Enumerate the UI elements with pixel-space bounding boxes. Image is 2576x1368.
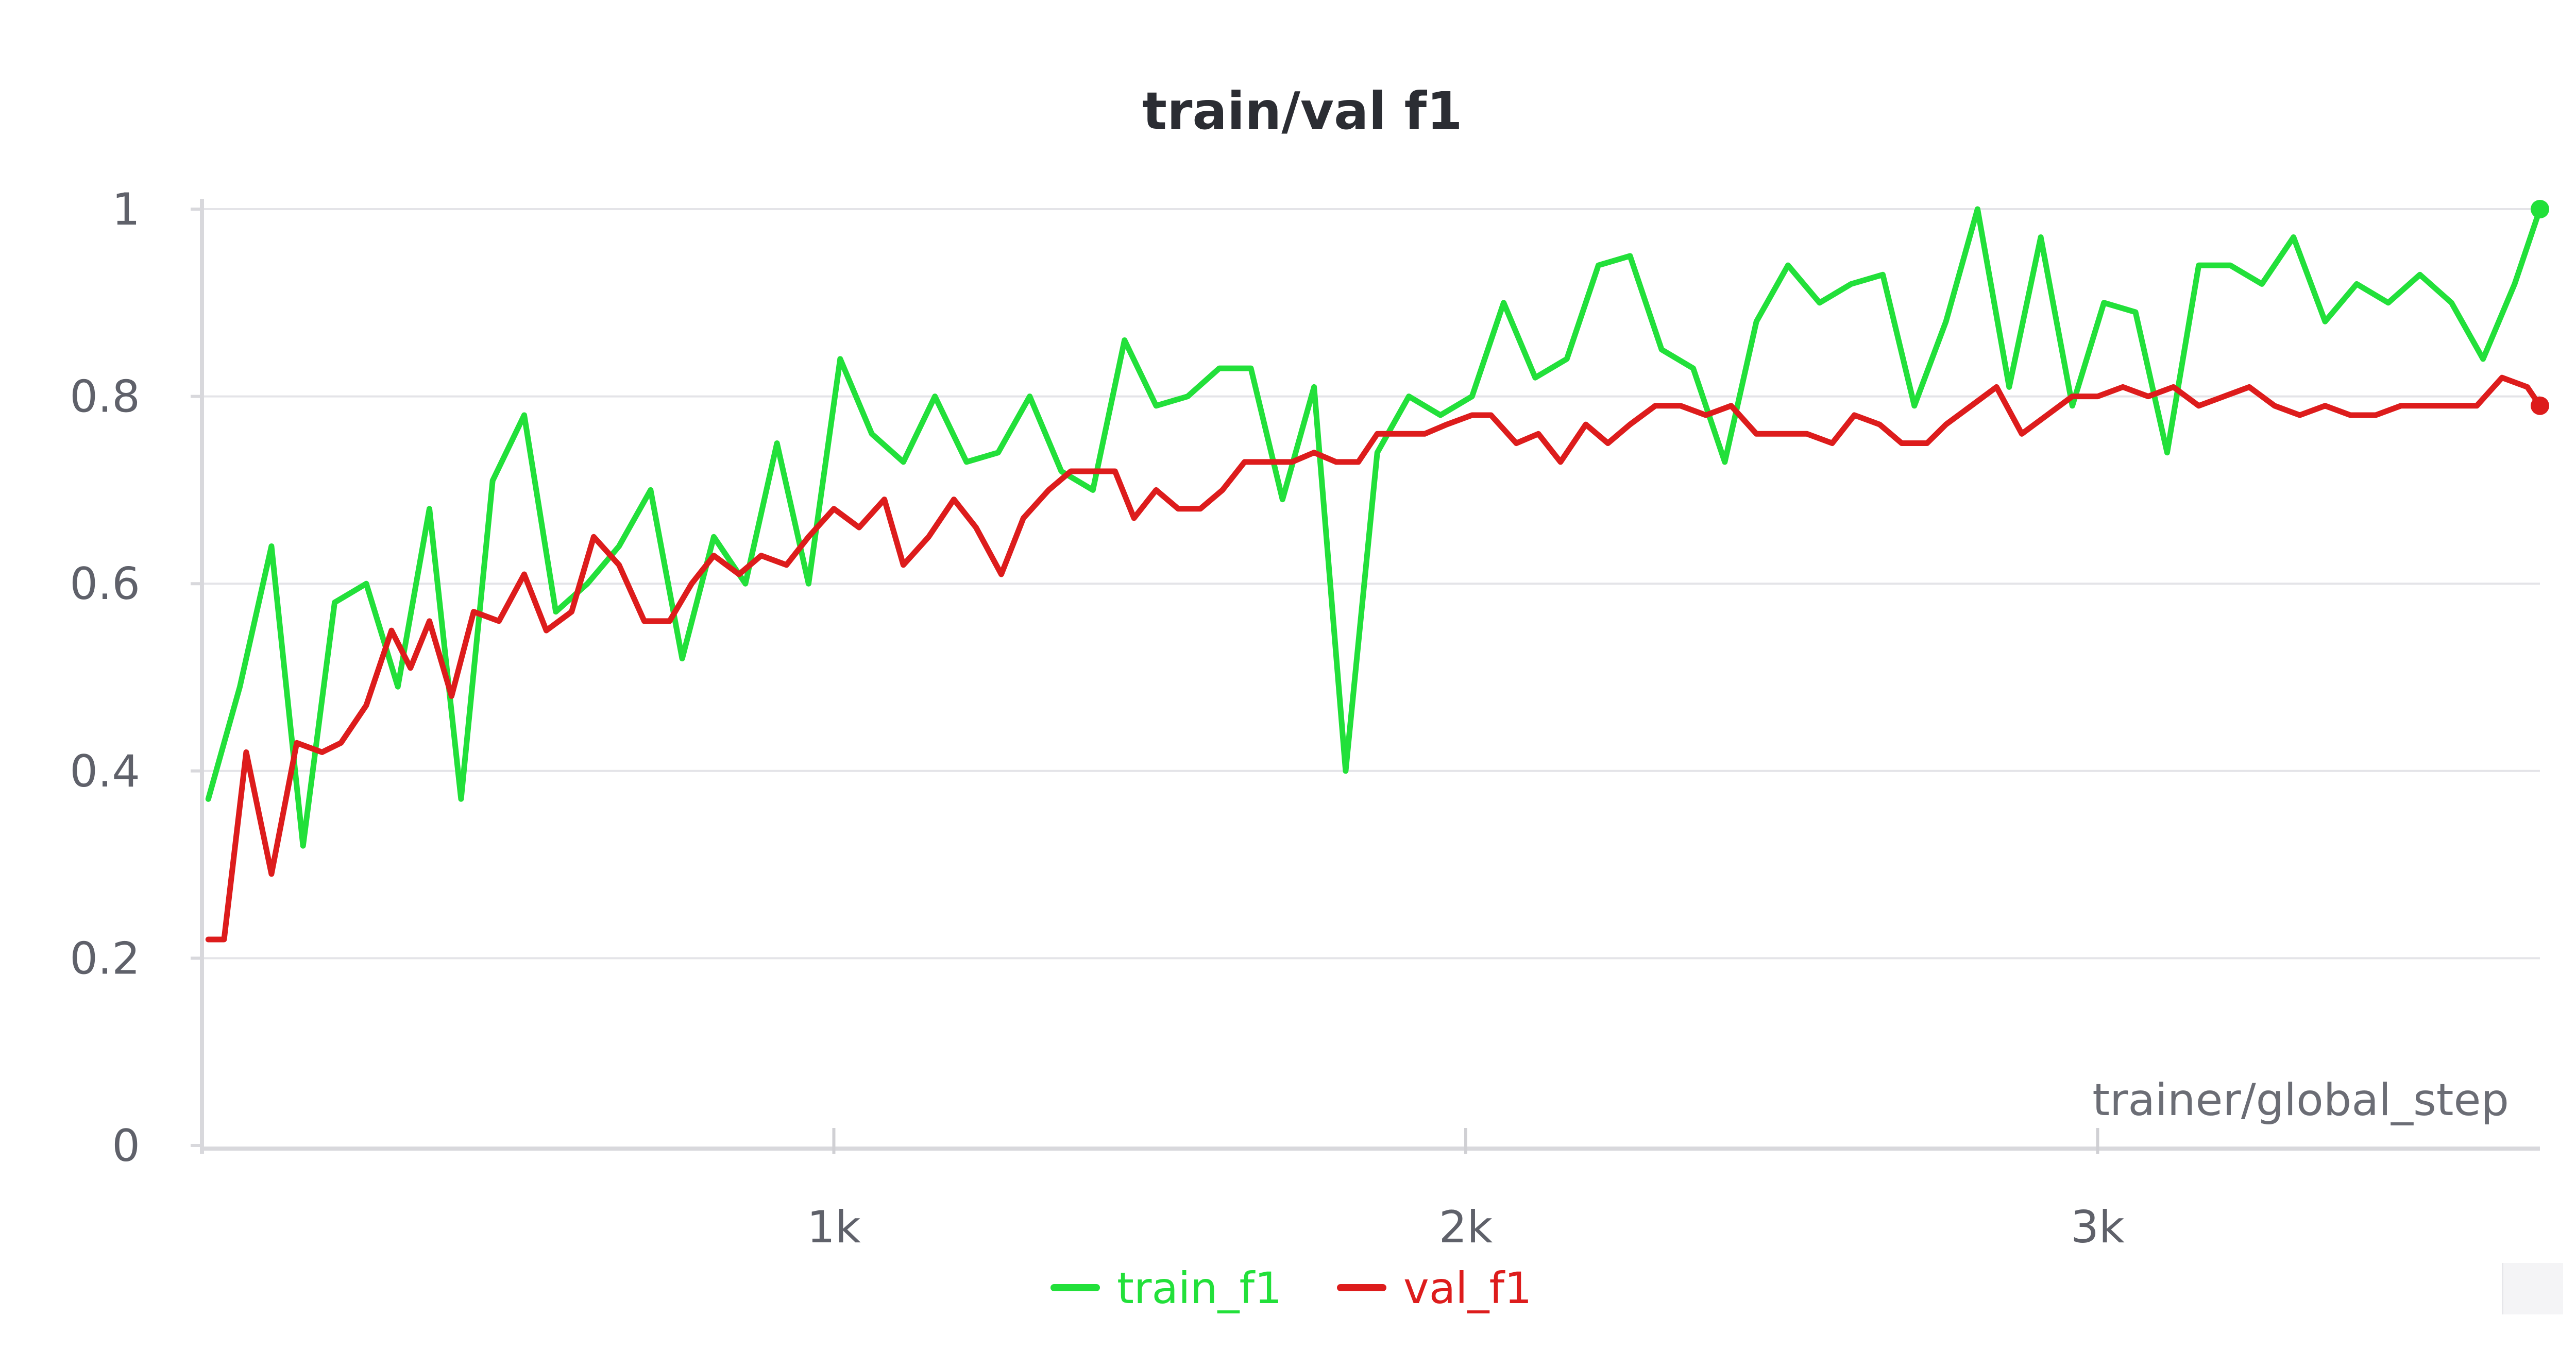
x-tick-label: 2k xyxy=(1439,1202,1493,1253)
train_f1-endpoint xyxy=(2531,200,2549,218)
y-tick-label: 0.8 xyxy=(70,371,140,423)
chart-title: train/val f1 xyxy=(1142,81,1462,141)
y-tick-label: 0.6 xyxy=(70,558,140,610)
y-tick-label: 0.2 xyxy=(70,933,140,984)
x-tick-label: 1k xyxy=(807,1202,861,1253)
y-axis-ticks: 0 0.2 0.4 0.6 0.8 1 xyxy=(70,184,202,1172)
legend: train_f1 val_f1 xyxy=(1050,1263,1532,1313)
y-tick-label: 0 xyxy=(112,1120,140,1172)
x-axis-title: trainer/global_step xyxy=(2092,1074,2509,1126)
train_f1-line xyxy=(205,206,2543,849)
y-tick-label: 0.4 xyxy=(70,746,140,797)
corner-resize-handle[interactable] xyxy=(2502,1263,2563,1314)
val_f1-line xyxy=(205,374,2543,943)
y-tick-label: 1 xyxy=(112,184,140,235)
axes xyxy=(200,199,2540,1154)
val_f1-endpoint xyxy=(2531,396,2549,415)
x-axis-ticks: 1k 2k 3k xyxy=(807,1128,2125,1253)
legend-label-train_f1: train_f1 xyxy=(1117,1263,1282,1313)
x-tick-label: 3k xyxy=(2071,1202,2125,1253)
series-lines xyxy=(205,200,2549,943)
legend-label-val_f1: val_f1 xyxy=(1403,1263,1532,1313)
